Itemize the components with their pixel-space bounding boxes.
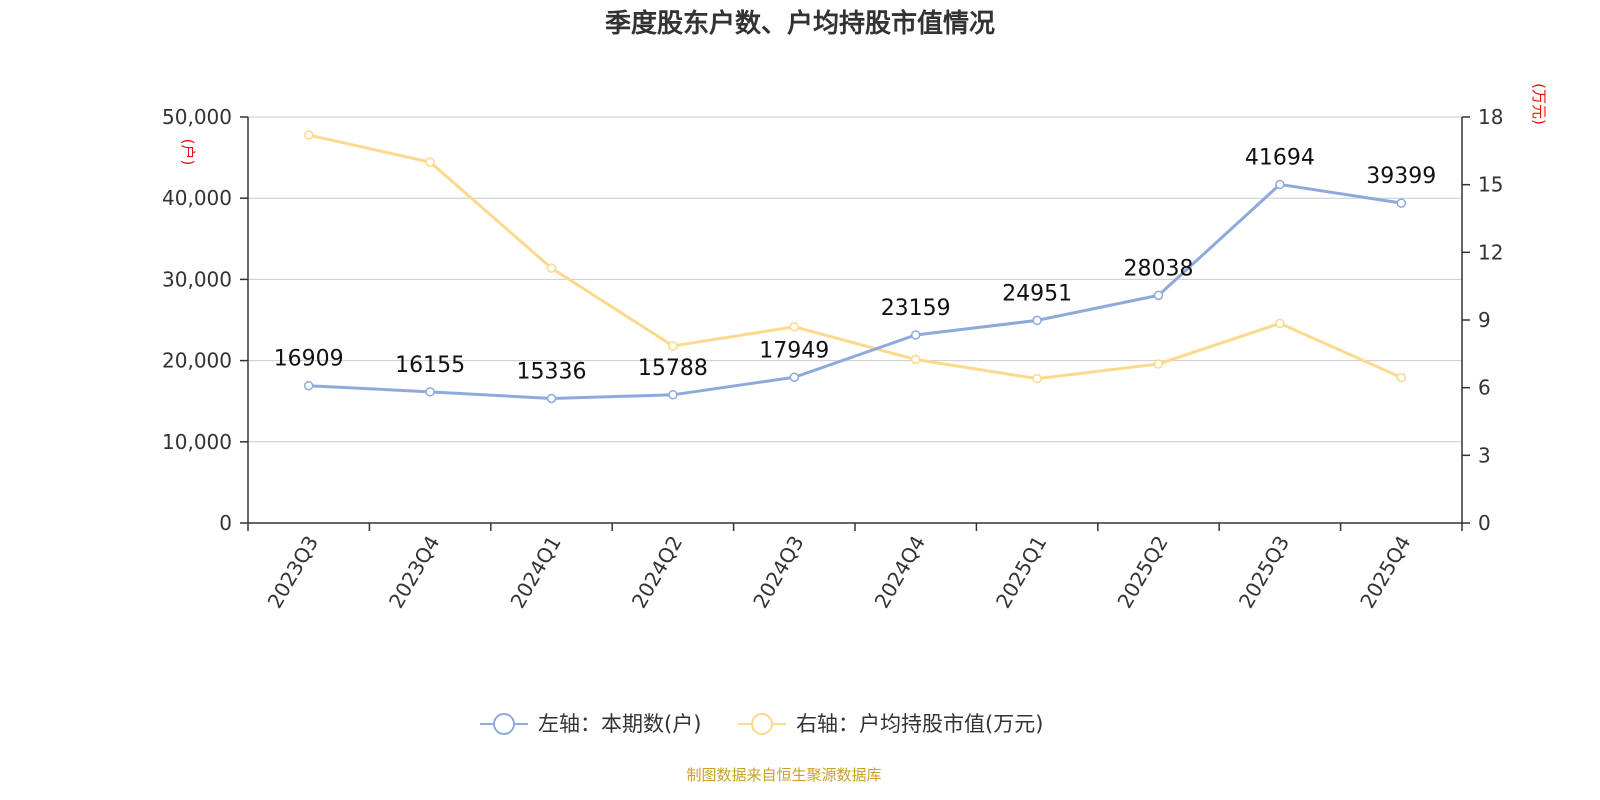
legend-item-avg-value[interactable]: 右轴：户均持股市值(万元) [738,712,1043,736]
households-point [789,372,800,383]
left-axis-ticks: 0 10,000 20,000 30,000 40,000 50,000 [162,105,248,535]
households-data-label: 15336 [517,359,587,384]
households-data-label: 39399 [1366,164,1436,189]
avg-value-point [789,322,800,332]
households-point [1396,198,1407,208]
households-line [308,182,1402,400]
households-point [1275,179,1285,190]
left-tick-label: 0 [219,511,232,535]
avg-value-point [1396,372,1407,383]
avg-value-point [1153,359,1164,369]
households-point [303,380,314,391]
data-labels: 16909 16155 15336 15788 17949 23159 24951 28038… [274,145,1437,384]
right-axis-unit: (万元) [1530,83,1548,125]
x-tick-label: 2025Q2 [1112,532,1172,613]
avg-value-point [668,341,678,351]
right-tick-label: 3 [1478,443,1491,467]
series-households [303,179,1407,404]
avg-value-point [910,354,921,365]
avg-value-point [303,130,314,140]
households-data-label: 23159 [881,296,951,321]
avg-value-line [308,133,1402,381]
households-point [1153,290,1164,301]
households-data-label: 24951 [1002,281,1072,306]
households-data-label: 16155 [395,353,465,378]
avg-value-point [546,263,557,273]
households-point [668,390,678,400]
households-point [910,330,921,340]
source-note: 制图数据来自恒生聚源数据库 [686,766,881,784]
left-tick-label: 30,000 [162,267,232,291]
x-tick-label: 2025Q3 [1234,532,1294,613]
right-tick-label: 6 [1478,376,1491,400]
households-data-label: 28038 [1124,256,1194,281]
x-tick-label: 2025Q4 [1355,532,1415,613]
x-tick-label: 2023Q4 [384,532,444,613]
legend-households-label: 左轴：本期数(户) [538,712,701,736]
households-data-label: 41694 [1245,145,1315,170]
legend-avg-value-marker [751,713,773,735]
series-avg-value [303,130,1407,384]
right-tick-label: 12 [1478,240,1503,264]
avg-value-point [425,157,435,167]
x-tick-label: 2024Q3 [748,532,808,613]
households-point [425,387,435,397]
x-tick-label: 2023Q3 [263,532,323,613]
legend-item-households[interactable]: 左轴：本期数(户) [480,712,701,736]
legend-households-marker [493,713,515,735]
households-point [1032,315,1042,326]
right-tick-label: 0 [1478,511,1491,535]
households-data-label: 16909 [274,347,344,372]
left-tick-label: 40,000 [162,186,232,210]
x-tick-label: 2024Q4 [870,532,930,613]
legend: 左轴：本期数(户) 右轴：户均持股市值(万元) [480,712,1043,736]
right-tick-label: 15 [1478,173,1503,197]
left-tick-label: 50,000 [162,105,232,129]
legend-avg-value-label: 右轴：户均持股市值(万元) [796,712,1043,736]
right-axis-ticks: 0 3 6 9 12 15 18 [1462,105,1503,535]
avg-value-point [1275,318,1285,329]
households-data-label: 15788 [638,356,708,381]
left-axis-unit: (户) [179,139,197,166]
left-tick-label: 10,000 [162,430,232,454]
households-point [546,393,557,404]
x-tick-label: 2024Q2 [627,532,687,613]
right-tick-label: 18 [1478,105,1503,129]
x-tick-label: 2024Q1 [505,532,565,613]
x-tick-label: 2025Q1 [991,532,1051,613]
x-axis-ticks: 2023Q3 2023Q4 2024Q1 2024Q2 2024Q3 2024Q4 2025… [247,523,1463,613]
chart-title: 季度股东户数、户均持股市值情况 [605,8,995,39]
households-data-label: 17949 [759,338,829,363]
gridlines [248,116,1462,443]
left-tick-label: 20,000 [162,349,232,373]
avg-value-point [1032,373,1042,384]
right-tick-label: 9 [1478,308,1491,332]
